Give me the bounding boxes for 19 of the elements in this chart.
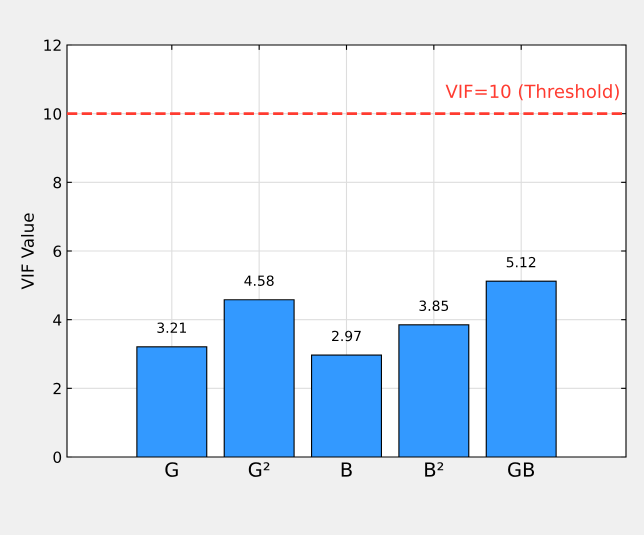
ref-line-label: VIF=10 (Threshold) (446, 84, 619, 100)
data-label: 3.21 (157, 322, 186, 333)
x-tick-label: GB (508, 462, 534, 477)
y-tick-label: 0 (53, 451, 62, 464)
y-tick-label: 6 (53, 245, 62, 258)
x-tick-label: G (165, 462, 178, 477)
y-tick-label: 10 (44, 108, 62, 120)
x-tick-label: G² (248, 462, 270, 477)
x-tick-label: B (342, 462, 352, 477)
y-tick-label: 4 (53, 314, 62, 326)
y-tick-label: 12 (44, 39, 61, 51)
y-tick-label: 2 (54, 382, 61, 394)
data-label: 5.12 (506, 256, 536, 268)
data-label: 3.85 (419, 300, 448, 312)
data-label: 4.58 (244, 275, 274, 286)
y-axis-title: VIF Value (21, 213, 34, 290)
data-label: 2.97 (332, 330, 361, 342)
y-tick-label: 8 (53, 176, 62, 188)
x-tick-label: B² (425, 462, 444, 477)
